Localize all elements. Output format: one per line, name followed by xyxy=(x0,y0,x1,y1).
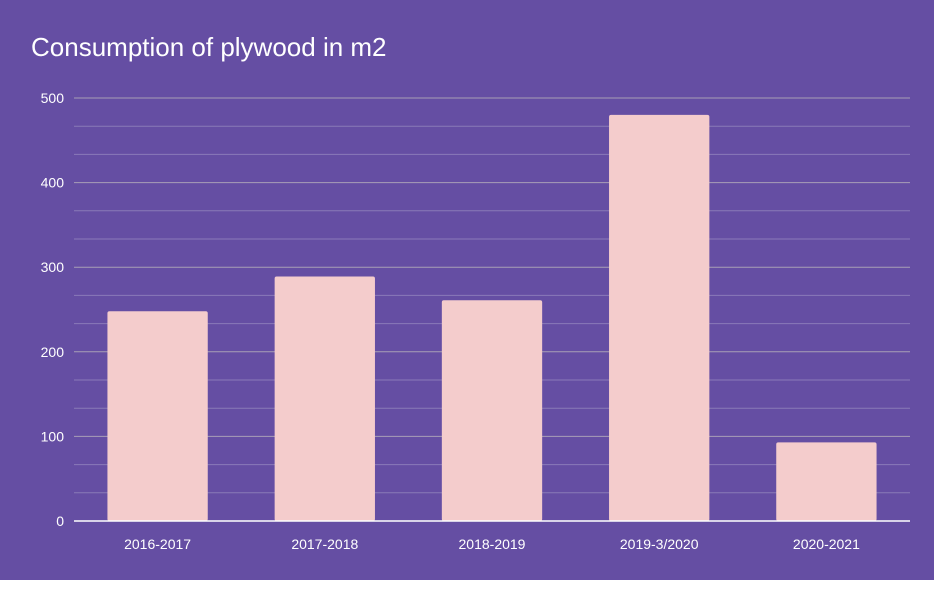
bar xyxy=(441,300,543,521)
plot-area: 0 100 200 300 400 500 2016-2017 2017-2018 2018-2… xyxy=(41,90,910,552)
y-tick-label: 300 xyxy=(41,259,65,275)
chart-card: Consumption of plywood in m2 0 100 200 300 4… xyxy=(0,0,934,580)
bar xyxy=(107,311,208,521)
y-tick-label: 500 xyxy=(41,90,65,106)
y-tick-label: 0 xyxy=(56,513,64,529)
y-tick-label: 400 xyxy=(41,175,65,191)
bar xyxy=(609,114,710,522)
y-tick-label: 200 xyxy=(41,344,65,360)
x-tick-label: 2019-3/2020 xyxy=(620,536,699,552)
x-tick-label: 2017-2018 xyxy=(291,536,358,552)
bar xyxy=(274,276,375,521)
y-tick-label: 100 xyxy=(41,428,65,444)
x-tick-label: 2016-2017 xyxy=(124,536,191,552)
x-tick-label: 2018-2019 xyxy=(459,536,526,552)
bar xyxy=(776,442,877,521)
x-tick-label: 2020-2021 xyxy=(793,536,860,552)
chart-title: Consumption of plywood in m2 xyxy=(31,32,387,62)
